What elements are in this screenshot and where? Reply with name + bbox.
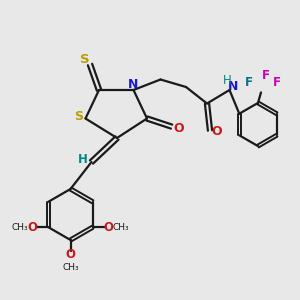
Text: O: O [65, 248, 76, 262]
Text: F: F [244, 76, 252, 89]
Text: N: N [128, 77, 139, 91]
Text: O: O [103, 221, 113, 234]
Text: O: O [28, 221, 38, 234]
Text: N: N [228, 80, 238, 93]
Text: F: F [273, 76, 280, 89]
Text: F: F [262, 68, 269, 82]
Text: CH₃: CH₃ [12, 223, 28, 232]
Text: O: O [211, 125, 222, 139]
Text: O: O [173, 122, 184, 135]
Text: H: H [78, 153, 88, 166]
Text: CH₃: CH₃ [112, 223, 129, 232]
Text: H: H [223, 74, 232, 88]
Text: CH₃: CH₃ [62, 263, 79, 272]
Text: S: S [80, 52, 89, 66]
Text: S: S [74, 110, 83, 124]
